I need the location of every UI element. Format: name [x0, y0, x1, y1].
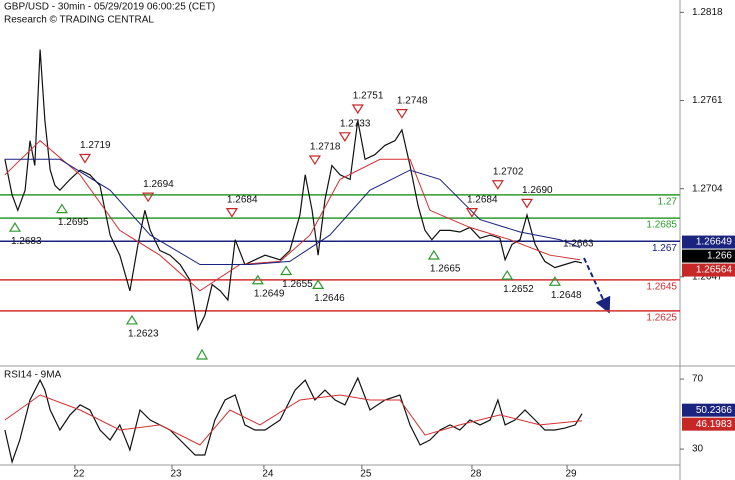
- level-label: 1.2645: [646, 282, 677, 293]
- x-tick-label: 23: [170, 469, 182, 480]
- high-marker: [520, 198, 534, 209]
- high-marker: [465, 208, 479, 218]
- high-label: 1.2684: [467, 194, 498, 205]
- high-marker: [351, 104, 364, 115]
- low-label: 1.2652: [503, 284, 534, 295]
- chart-subtitle: Research © TRADING CENTRAL: [4, 15, 154, 26]
- level-label: 1.2685: [646, 220, 677, 231]
- high-label: 1.2748: [397, 95, 428, 106]
- high-label: 1.2694: [143, 179, 174, 190]
- high-marker: [78, 153, 92, 164]
- forecast-arrow: [583, 257, 611, 314]
- low-marker: [312, 279, 325, 289]
- low-label: 1.2665: [430, 264, 461, 275]
- series-line: [4, 49, 583, 332]
- x-tick-label: 25: [360, 469, 372, 480]
- price-tag-label: 1.26649: [696, 237, 733, 248]
- high-marker: [308, 155, 321, 166]
- low-marker: [125, 314, 139, 325]
- series-line: [4, 394, 583, 446]
- low-marker: [251, 274, 264, 285]
- y-tick-label: 1.2647: [692, 271, 723, 282]
- low-marker: [55, 203, 69, 214]
- low-label: 1.2648: [551, 290, 582, 301]
- y-tick-label: 30: [692, 444, 704, 455]
- series-line: [4, 158, 581, 265]
- high-label: 1.2684: [227, 194, 258, 205]
- series-line: [4, 376, 583, 465]
- x-tick-label: 29: [566, 469, 578, 480]
- chart-title: GBP/USD - 30min - 05/29/2019 06:00:25 (C…: [4, 2, 215, 13]
- price-tag: [682, 263, 735, 277]
- low-label: 1.2655: [282, 279, 313, 290]
- high-label: 1.2690: [522, 185, 553, 196]
- low-marker: [280, 265, 293, 276]
- rsi-title: RSI14 - 9MA: [4, 370, 62, 381]
- price-tag: [682, 403, 735, 417]
- high-marker: [395, 109, 409, 119]
- x-tick-label: 22: [73, 469, 85, 480]
- price-tag-label: 46.1983: [696, 419, 733, 430]
- y-tick-label: 70: [692, 374, 704, 385]
- high-marker: [491, 180, 504, 190]
- low-marker: [501, 269, 514, 280]
- level-note: 1.2663: [563, 239, 594, 250]
- low-label: 1.2649: [254, 288, 285, 299]
- x-tick-label: 24: [262, 469, 274, 480]
- price-tag-label: 1.266: [707, 251, 732, 262]
- low-marker: [195, 348, 209, 360]
- y-tick-label: 1.2761: [692, 95, 723, 106]
- level-label: 1.2625: [646, 313, 677, 324]
- high-label: 1.2751: [353, 91, 384, 102]
- price-tag: [682, 417, 735, 431]
- high-label: 1.2702: [493, 166, 524, 177]
- high-marker: [225, 208, 239, 218]
- low-label: 1.2623: [128, 329, 159, 340]
- price-tag: [682, 249, 735, 263]
- high-label: 1.2718: [310, 142, 341, 153]
- low-marker: [548, 276, 562, 286]
- level-label: 1.267: [652, 243, 677, 254]
- x-tick-label: 28: [470, 469, 482, 480]
- low-marker: [8, 222, 22, 232]
- high-label: 1.2719: [80, 140, 111, 151]
- price-tag-label: 50.2366: [696, 405, 733, 416]
- high-marker: [142, 192, 155, 203]
- y-tick-label: 1.2818: [692, 7, 723, 18]
- series-line: [4, 140, 581, 292]
- low-marker: [427, 249, 440, 260]
- high-label: 1.2733: [340, 118, 371, 129]
- low-label: 1.2683: [11, 236, 42, 247]
- price-tag: [682, 235, 735, 249]
- low-label: 1.2646: [314, 293, 345, 304]
- low-label: 1.2695: [58, 217, 89, 228]
- price-tag-label: 1.26564: [696, 265, 733, 276]
- y-tick-label: 1.2704: [692, 183, 723, 194]
- level-label: 1.27: [658, 197, 678, 208]
- high-marker: [338, 132, 351, 142]
